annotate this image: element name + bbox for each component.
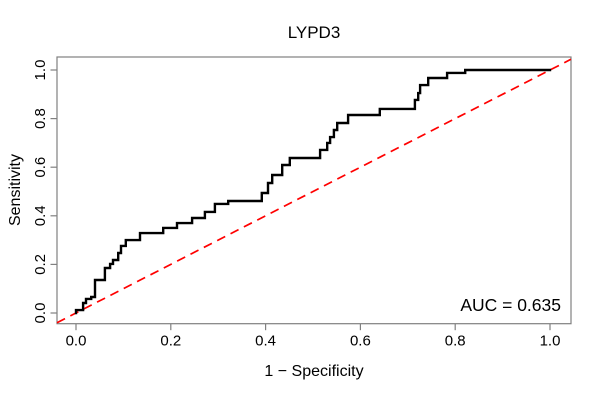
y-tick-label: 0.8 (32, 108, 49, 129)
x-axis-label: 1 − Specificity (264, 363, 363, 380)
y-tick-label: 0.6 (32, 157, 49, 178)
chance-diagonal-line (56, 58, 572, 324)
x-tick-label: 0.8 (445, 333, 466, 350)
plot-box (56, 56, 572, 325)
y-tick-label: 0.2 (32, 254, 49, 275)
roc-curve (74, 68, 552, 315)
plot-title: LYPD3 (288, 23, 341, 42)
y-tick-label: 0.0 (32, 303, 49, 324)
x-tick-label: 1.0 (540, 333, 561, 350)
x-tick-label: 0.0 (66, 333, 87, 350)
x-tick-label: 0.6 (350, 333, 371, 350)
y-axis-ticks: 0.0 0.2 0.4 0.6 0.8 1.0 (32, 60, 57, 324)
x-tick-label: 0.4 (255, 333, 276, 350)
y-tick-label: 1.0 (32, 60, 49, 81)
auc-annotation: AUC = 0.635 (460, 295, 561, 315)
x-tick-label: 0.2 (160, 333, 181, 350)
y-axis-label: Sensitivity (7, 154, 24, 226)
y-tick-label: 0.4 (32, 205, 49, 226)
x-axis-ticks: 0.0 0.2 0.4 0.6 0.8 1.0 (66, 323, 561, 350)
